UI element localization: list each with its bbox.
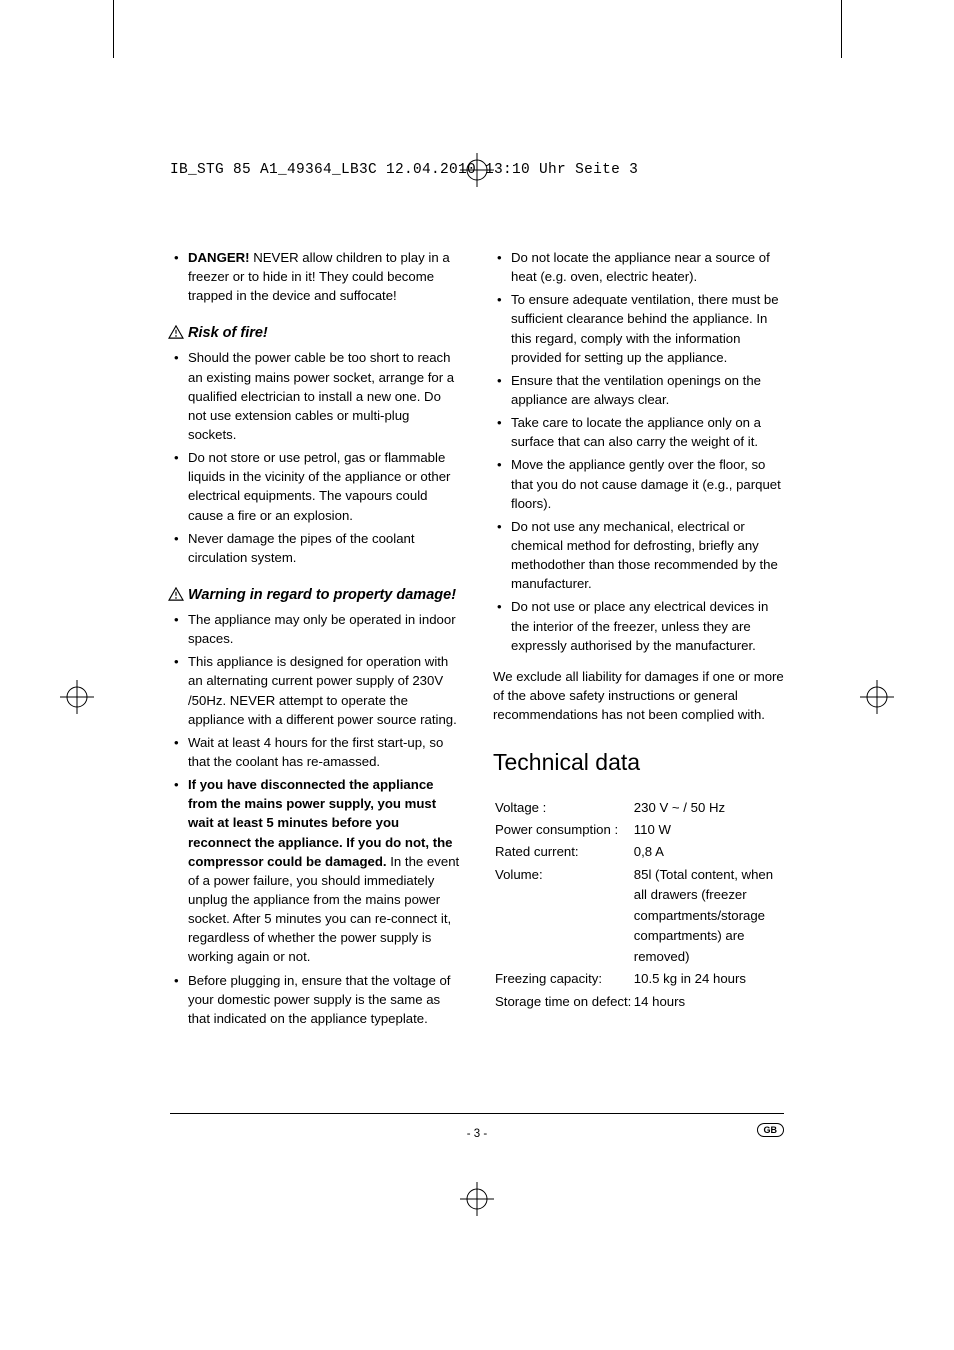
list-item: This appliance is designed for operation…	[170, 652, 461, 729]
content-area: DANGER! NEVER allow children to play in …	[170, 248, 784, 1032]
right-column: Do not locate the appliance near a sourc…	[493, 248, 784, 1032]
registration-mark	[460, 1182, 494, 1216]
table-row: Rated current:0,8 A	[495, 842, 782, 862]
technical-data-heading: Technical data	[493, 746, 784, 779]
list-item: DANGER! NEVER allow children to play in …	[170, 248, 461, 305]
list-item: The appliance may only be operated in in…	[170, 610, 461, 648]
danger-list: DANGER! NEVER allow children to play in …	[170, 248, 461, 305]
warning-list: The appliance may only be operated in in…	[170, 610, 461, 1028]
left-column: DANGER! NEVER allow children to play in …	[170, 248, 461, 1032]
spec-value: 14 hours	[634, 992, 782, 1012]
spec-label: Power consumption :	[495, 820, 632, 840]
spec-value: 230 V ~ / 50 Hz	[634, 798, 782, 818]
spec-label: Voltage :	[495, 798, 632, 818]
risk-of-fire-heading: Risk of fire!	[170, 323, 461, 344]
list-item: To ensure adequate ventilation, there mu…	[493, 290, 784, 367]
risk-list: Should the power cable be too short to r…	[170, 348, 461, 567]
warning-icon	[168, 324, 184, 345]
page-footer: - 3 - GB	[170, 1113, 784, 1140]
list-item: Wait at least 4 hours for the first star…	[170, 733, 461, 771]
list-item: Take care to locate the appliance only o…	[493, 413, 784, 451]
spec-value: 10.5 kg in 24 hours	[634, 969, 782, 989]
table-row: Volume:85l (Total content, when all draw…	[495, 865, 782, 967]
spec-value: 110 W	[634, 820, 782, 840]
heading-text: Risk of fire!	[188, 325, 268, 341]
heading-text: Warning in regard to property damage!	[188, 587, 456, 603]
list-item: Do not use any mechanical, electrical or…	[493, 517, 784, 594]
list-item: Should the power cable be too short to r…	[170, 348, 461, 444]
print-header: IB_STG 85 A1_49364_LB3C 12.04.2010 13:10…	[170, 162, 638, 178]
warning-icon	[168, 586, 184, 607]
table-row: Power consumption :110 W	[495, 820, 782, 840]
crop-mark	[841, 0, 842, 58]
table-row: Voltage :230 V ~ / 50 Hz	[495, 798, 782, 818]
registration-mark	[860, 680, 894, 714]
list-item: Do not locate the appliance near a sourc…	[493, 248, 784, 286]
list-item: If you have disconnected the appliance f…	[170, 775, 461, 966]
spec-value: 85l (Total content, when all drawers (fr…	[634, 865, 782, 967]
crop-mark	[113, 0, 114, 58]
footer-rule	[170, 1113, 784, 1114]
list-item: Do not use or place any electrical devic…	[493, 597, 784, 654]
list-item: Never damage the pipes of the coolant ci…	[170, 529, 461, 567]
spec-label: Rated current:	[495, 842, 632, 862]
spec-label: Freezing capacity:	[495, 969, 632, 989]
language-badge: GB	[757, 1123, 785, 1137]
list-item: Before plugging in, ensure that the volt…	[170, 971, 461, 1028]
page-number: - 3 -	[170, 1128, 784, 1140]
property-damage-heading: Warning in regard to property damage!	[170, 585, 461, 606]
list-item: Ensure that the ventilation openings on …	[493, 371, 784, 409]
table-row: Storage time on defect:14 hours	[495, 992, 782, 1012]
table-row: Freezing capacity:10.5 kg in 24 hours	[495, 969, 782, 989]
disclaimer-text: We exclude all liability for damages if …	[493, 667, 784, 724]
spec-label: Volume:	[495, 865, 632, 967]
spec-label: Storage time on defect:	[495, 992, 632, 1012]
technical-data-table: Voltage :230 V ~ / 50 HzPower consumptio…	[493, 796, 784, 1015]
list-item: Move the appliance gently over the floor…	[493, 455, 784, 512]
list-item: Do not store or use petrol, gas or flamm…	[170, 448, 461, 525]
spec-value: 0,8 A	[634, 842, 782, 862]
registration-mark	[60, 680, 94, 714]
continuation-list: Do not locate the appliance near a sourc…	[493, 248, 784, 655]
